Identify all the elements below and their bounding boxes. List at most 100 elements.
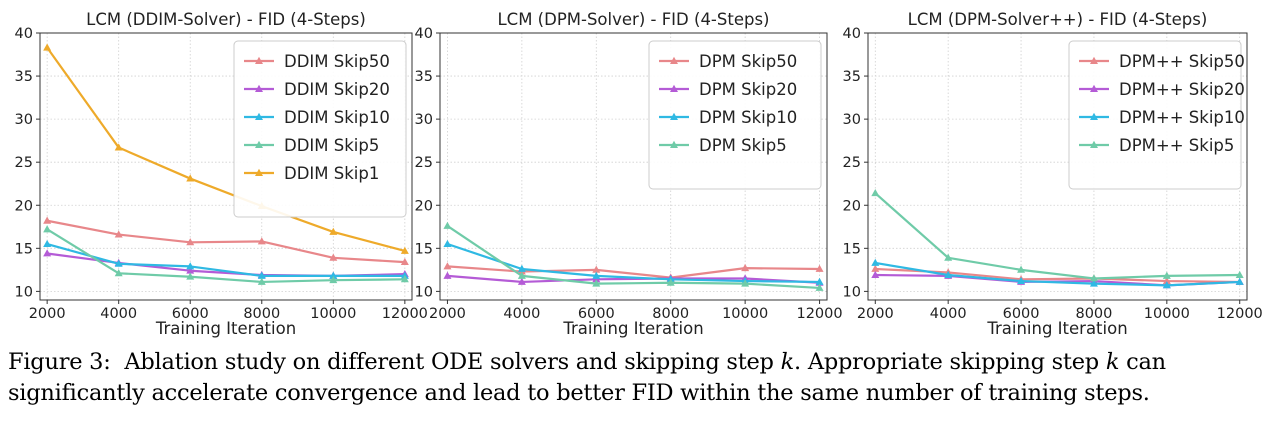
- data-point: [1017, 276, 1026, 284]
- legend-swatch-marker: [670, 112, 678, 120]
- y-tick-label: 35: [415, 69, 433, 85]
- data-point: [815, 277, 824, 285]
- legend-swatch-marker: [1090, 112, 1098, 120]
- data-point: [43, 249, 52, 257]
- data-point: [329, 271, 338, 279]
- series-line: [46, 47, 406, 252]
- data-point: [443, 221, 452, 229]
- data-point: [517, 277, 526, 285]
- caption-text-1c: can: [1119, 349, 1166, 375]
- y-tick-label: 20: [415, 198, 433, 214]
- caption-line-1: Figure 3: Ablation study on different OD…: [8, 347, 1283, 378]
- x-tick-label: 4000: [930, 306, 967, 322]
- data-point: [257, 271, 266, 279]
- legend-item: DPM Skip20: [659, 80, 797, 99]
- data-point: [517, 264, 526, 272]
- x-tick-label: 8000: [1075, 306, 1112, 322]
- data-point: [257, 237, 266, 245]
- data-point: [186, 262, 195, 270]
- legend: DPM++ Skip50 DPM++ Skip20 DPM++ Skip10 DPM+…: [1068, 40, 1245, 190]
- data-point: [944, 270, 953, 278]
- legend-swatch-marker: [670, 84, 678, 92]
- caption-text-1a: Ablation study on different ODE solvers …: [124, 349, 781, 375]
- data-point: [1089, 279, 1098, 287]
- x-tick-label: 6000: [578, 306, 615, 322]
- x-tick-label: 6000: [1003, 306, 1040, 322]
- chart-panel-2: 2000 4000 6000 8000 10000 12000 10 15 20 25 30 35 40…: [415, 10, 843, 338]
- data-point: [114, 259, 123, 267]
- caption-text-1b: . Appropriate skipping step: [794, 349, 1106, 375]
- caption-line-2: significantly accelerate convergence and…: [8, 380, 1150, 406]
- legend-label: DPM++ Skip5: [1119, 136, 1234, 155]
- data-point: [666, 278, 675, 286]
- data-point: [871, 264, 880, 272]
- series-line: [46, 228, 405, 284]
- data-point: [871, 189, 880, 197]
- data-point: [1017, 265, 1026, 273]
- series-line: [46, 242, 405, 277]
- x-tick-label: 12000: [1217, 306, 1263, 322]
- series-1: [43, 216, 409, 266]
- series-line: [447, 274, 820, 284]
- legend-item: DPM Skip10: [659, 108, 797, 127]
- data-point: [517, 271, 526, 279]
- series-line: [447, 265, 820, 279]
- data-point: [592, 271, 601, 279]
- y-tick-label: 15: [843, 241, 861, 257]
- data-point: [186, 238, 195, 246]
- x-tick-label: 4000: [100, 306, 137, 322]
- series-2: [43, 249, 409, 279]
- data-point: [1162, 271, 1171, 279]
- data-point: [1235, 270, 1244, 278]
- y-tick-label: 25: [15, 155, 33, 171]
- data-point: [329, 275, 338, 284]
- y-tick-label: 20: [15, 198, 33, 214]
- x-axis-label: Training Iteration: [155, 319, 296, 338]
- x-tick-label: 12000: [382, 306, 428, 322]
- series-3: [871, 258, 1244, 289]
- data-point: [43, 225, 52, 233]
- legend-label: DDIM Skip10: [284, 108, 390, 127]
- legend-item: DPM++ Skip50: [1079, 52, 1245, 71]
- data-point: [114, 230, 123, 238]
- x-tick-label: 12000: [796, 306, 842, 322]
- legend-box: [233, 40, 407, 218]
- legend-swatch-marker: [255, 112, 263, 120]
- x-tick-label: 8000: [243, 306, 280, 322]
- data-point: [944, 253, 953, 261]
- axes-frame: [439, 32, 828, 301]
- data-point: [592, 265, 601, 273]
- data-point: [329, 253, 338, 261]
- data-point: [443, 271, 452, 279]
- y-tick-label: 30: [843, 112, 861, 128]
- legend-item: DDIM Skip5: [244, 136, 379, 155]
- data-point: [592, 279, 601, 287]
- data-point: [443, 239, 452, 247]
- series-line: [46, 219, 405, 264]
- data-point: [329, 227, 338, 235]
- y-tick-label: 25: [415, 155, 433, 171]
- x-tick-label: 8000: [652, 306, 689, 322]
- data-point: [186, 174, 195, 182]
- legend-label: DPM++ Skip10: [1119, 108, 1245, 127]
- legend-swatch-marker: [255, 168, 263, 176]
- series-line: [875, 267, 1240, 284]
- y-tick-label: 15: [415, 241, 433, 257]
- data-point: [43, 239, 52, 247]
- legend-item: DDIM Skip1: [244, 164, 379, 183]
- x-tick-label: 4000: [503, 306, 540, 322]
- legend-item: DDIM Skip20: [244, 80, 390, 99]
- legend-label: DPM Skip10: [699, 108, 797, 127]
- legend-label: DDIM Skip20: [284, 80, 390, 99]
- legend-swatch-marker: [670, 56, 678, 64]
- data-point: [815, 264, 824, 272]
- legend-item: DPM++ Skip5: [1079, 136, 1234, 155]
- legend-label: DDIM Skip50: [284, 52, 390, 71]
- data-point: [43, 216, 52, 224]
- data-point: [871, 258, 880, 266]
- legend-item: DDIM Skip50: [244, 52, 390, 71]
- x-tick-label: 6000: [172, 306, 209, 322]
- legend-box: [648, 40, 822, 190]
- data-point: [1162, 276, 1171, 284]
- legend-item: DPM Skip50: [659, 52, 797, 71]
